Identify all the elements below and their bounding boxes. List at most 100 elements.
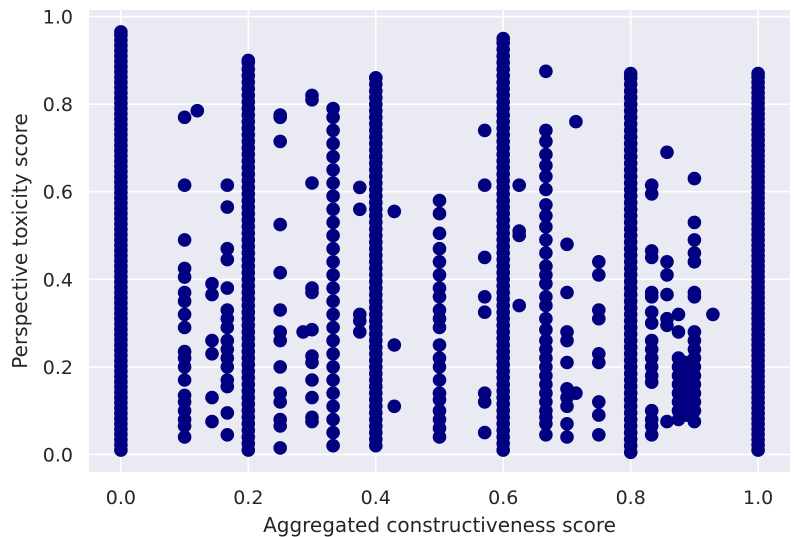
data-point bbox=[660, 145, 674, 160]
data-point bbox=[220, 200, 235, 214]
data-point bbox=[326, 320, 340, 335]
data-point bbox=[273, 333, 288, 348]
data-point bbox=[220, 379, 235, 394]
data-point bbox=[432, 392, 447, 407]
data-point bbox=[220, 252, 235, 267]
data-point bbox=[539, 182, 553, 197]
data-point bbox=[539, 64, 553, 79]
data-point bbox=[432, 268, 447, 282]
data-point bbox=[539, 147, 553, 162]
data-point bbox=[220, 281, 235, 295]
data-point bbox=[432, 254, 447, 269]
data-point bbox=[326, 281, 340, 295]
data-point bbox=[432, 206, 447, 221]
data-point bbox=[512, 228, 526, 243]
data-point bbox=[205, 414, 219, 429]
data-point bbox=[326, 215, 340, 230]
data-point bbox=[326, 163, 340, 177]
data-point bbox=[305, 390, 319, 405]
data-point bbox=[326, 254, 340, 269]
data-point bbox=[305, 373, 319, 387]
y-axis-label: Perspective toxicity score bbox=[8, 113, 32, 368]
data-point bbox=[432, 241, 447, 256]
data-point bbox=[353, 325, 367, 339]
x-tick-label: 0.8 bbox=[616, 487, 646, 509]
data-point bbox=[592, 268, 606, 282]
data-point bbox=[706, 307, 720, 322]
data-point bbox=[560, 237, 574, 252]
data-point bbox=[539, 233, 553, 247]
data-point bbox=[273, 265, 288, 280]
data-point bbox=[644, 375, 659, 390]
x-tick-label: 0.6 bbox=[488, 487, 518, 509]
data-point bbox=[644, 316, 659, 330]
data-point bbox=[326, 123, 340, 138]
data-point bbox=[326, 333, 340, 348]
data-point bbox=[477, 290, 492, 304]
data-point bbox=[751, 66, 765, 81]
data-point bbox=[592, 355, 606, 370]
data-point bbox=[326, 412, 340, 427]
data-point bbox=[326, 176, 340, 190]
data-point bbox=[273, 217, 288, 232]
data-point bbox=[326, 307, 340, 322]
y-tick-label: 0.8 bbox=[43, 94, 73, 116]
data-point bbox=[177, 307, 192, 322]
data-point bbox=[326, 241, 340, 256]
data-point bbox=[560, 333, 574, 348]
data-point bbox=[273, 110, 288, 125]
data-point bbox=[353, 314, 367, 328]
data-point bbox=[326, 202, 340, 217]
data-point bbox=[539, 220, 553, 234]
data-point bbox=[273, 360, 288, 374]
data-point bbox=[432, 360, 447, 374]
data-point bbox=[220, 178, 235, 192]
data-point bbox=[644, 187, 659, 201]
data-point bbox=[687, 403, 702, 418]
data-point bbox=[560, 430, 574, 444]
data-point bbox=[326, 189, 340, 203]
data-point bbox=[569, 114, 583, 129]
data-point bbox=[177, 233, 192, 247]
data-point bbox=[326, 399, 340, 414]
data-point bbox=[326, 101, 340, 116]
data-point bbox=[660, 318, 674, 333]
data-point bbox=[205, 390, 219, 405]
data-point bbox=[241, 53, 256, 68]
data-point bbox=[477, 178, 492, 192]
data-point bbox=[477, 425, 492, 440]
data-point bbox=[539, 123, 553, 138]
data-point bbox=[687, 254, 702, 269]
data-point bbox=[273, 419, 288, 433]
data-point bbox=[305, 322, 319, 337]
x-tick-label: 0.0 bbox=[106, 487, 136, 509]
data-point bbox=[432, 338, 447, 352]
data-point bbox=[326, 268, 340, 282]
data-point bbox=[496, 31, 511, 46]
data-point bbox=[539, 246, 553, 260]
data-point bbox=[644, 305, 659, 320]
data-point bbox=[177, 320, 192, 335]
data-point bbox=[687, 215, 702, 230]
x-tick-labels: 0.0 0.2 0.4 0.6 0.8 1.0 bbox=[106, 487, 773, 509]
data-point bbox=[305, 414, 319, 429]
data-point bbox=[623, 66, 638, 81]
data-point bbox=[273, 441, 288, 455]
data-point bbox=[644, 250, 659, 265]
y-tick-label: 0.4 bbox=[43, 269, 73, 291]
x-axis-label: Aggregated constructiveness score bbox=[263, 513, 616, 537]
data-point bbox=[512, 178, 526, 192]
data-point bbox=[353, 180, 367, 195]
data-point bbox=[326, 294, 340, 309]
data-point bbox=[273, 134, 288, 149]
data-point bbox=[326, 228, 340, 243]
data-point bbox=[369, 71, 383, 85]
data-point bbox=[432, 373, 447, 387]
data-point bbox=[387, 399, 402, 414]
data-point bbox=[326, 347, 340, 361]
data-point bbox=[560, 285, 574, 300]
data-point bbox=[177, 110, 192, 125]
data-point bbox=[305, 355, 319, 370]
data-point bbox=[432, 290, 447, 304]
